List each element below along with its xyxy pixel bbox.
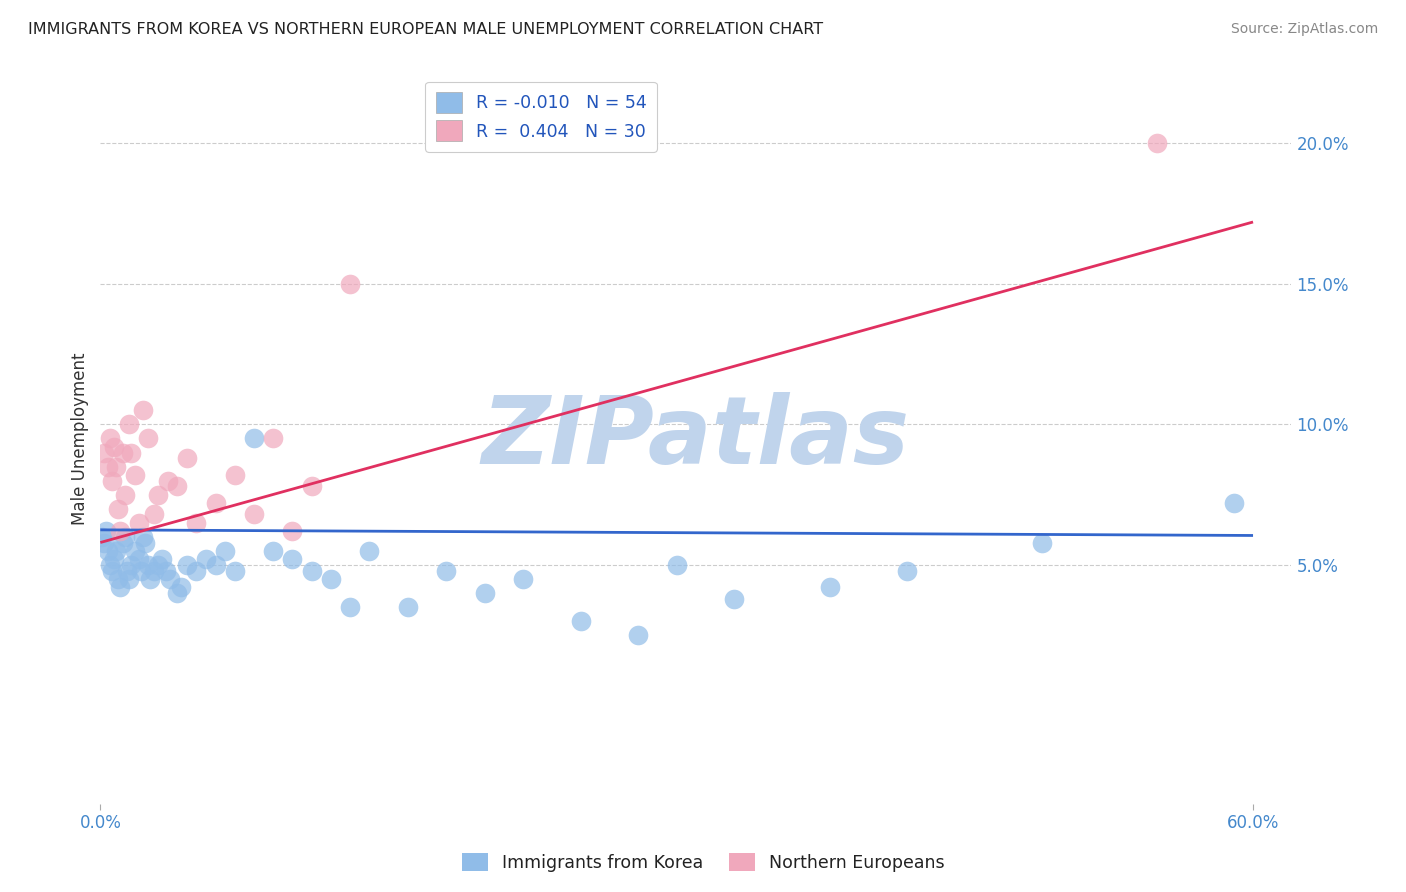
- Point: [107, 501, 129, 516]
- Point: [1031, 535, 1053, 549]
- Point: [1223, 496, 1246, 510]
- Point: [118, 417, 141, 432]
- Point: [896, 564, 918, 578]
- Point: [91, 530, 114, 544]
- Point: [569, 614, 592, 628]
- Point: [224, 564, 246, 578]
- Point: [120, 445, 142, 459]
- Point: [820, 581, 842, 595]
- Point: [155, 564, 177, 578]
- Point: [143, 508, 166, 522]
- Point: [98, 558, 121, 572]
- Point: [723, 591, 745, 606]
- Legend: Immigrants from Korea, Northern Europeans: Immigrants from Korea, Northern European…: [454, 847, 952, 879]
- Point: [120, 558, 142, 572]
- Point: [262, 544, 284, 558]
- Point: [138, 558, 160, 572]
- Point: [150, 552, 173, 566]
- Point: [138, 432, 160, 446]
- Point: [98, 432, 121, 446]
- Point: [301, 479, 323, 493]
- Point: [107, 572, 129, 586]
- Point: [176, 558, 198, 572]
- Point: [124, 468, 146, 483]
- Point: [159, 572, 181, 586]
- Point: [97, 459, 120, 474]
- Point: [131, 530, 153, 544]
- Point: [474, 586, 496, 600]
- Point: [359, 544, 381, 558]
- Point: [166, 479, 188, 493]
- Point: [93, 535, 115, 549]
- Point: [156, 474, 179, 488]
- Point: [134, 535, 156, 549]
- Point: [224, 468, 246, 483]
- Point: [301, 564, 323, 578]
- Point: [186, 564, 208, 578]
- Point: [243, 432, 266, 446]
- Point: [108, 581, 131, 595]
- Point: [434, 564, 457, 578]
- Point: [101, 474, 124, 488]
- Point: [281, 552, 304, 566]
- Point: [112, 535, 135, 549]
- Legend: R = -0.010   N = 54, R =  0.404   N = 30: R = -0.010 N = 54, R = 0.404 N = 30: [425, 82, 657, 152]
- Point: [128, 516, 150, 530]
- Point: [114, 530, 136, 544]
- Point: [665, 558, 688, 572]
- Point: [186, 516, 208, 530]
- Point: [176, 451, 198, 466]
- Point: [108, 524, 131, 539]
- Point: [204, 558, 226, 572]
- Point: [118, 572, 141, 586]
- Point: [627, 628, 650, 642]
- Point: [129, 564, 152, 578]
- Point: [143, 564, 166, 578]
- Point: [114, 488, 136, 502]
- Point: [166, 586, 188, 600]
- Point: [146, 558, 169, 572]
- Point: [204, 496, 226, 510]
- Point: [146, 488, 169, 502]
- Point: [131, 403, 153, 417]
- Point: [112, 445, 135, 459]
- Text: Source: ZipAtlas.com: Source: ZipAtlas.com: [1230, 22, 1378, 37]
- Point: [262, 432, 284, 446]
- Point: [101, 564, 124, 578]
- Point: [117, 564, 139, 578]
- Point: [97, 544, 120, 558]
- Text: ZIPatlas: ZIPatlas: [482, 392, 910, 484]
- Point: [104, 544, 127, 558]
- Point: [124, 544, 146, 558]
- Point: [1146, 136, 1168, 151]
- Point: [512, 572, 534, 586]
- Point: [103, 440, 125, 454]
- Point: [339, 277, 361, 291]
- Point: [396, 600, 419, 615]
- Point: [128, 552, 150, 566]
- Point: [104, 459, 127, 474]
- Point: [94, 524, 117, 539]
- Point: [195, 552, 218, 566]
- Point: [139, 572, 162, 586]
- Y-axis label: Male Unemployment: Male Unemployment: [72, 352, 89, 524]
- Text: IMMIGRANTS FROM KOREA VS NORTHERN EUROPEAN MALE UNEMPLOYMENT CORRELATION CHART: IMMIGRANTS FROM KOREA VS NORTHERN EUROPE…: [28, 22, 824, 37]
- Point: [170, 581, 193, 595]
- Point: [103, 552, 125, 566]
- Point: [93, 445, 115, 459]
- Point: [281, 524, 304, 539]
- Point: [339, 600, 361, 615]
- Point: [243, 508, 266, 522]
- Point: [319, 572, 342, 586]
- Point: [214, 544, 236, 558]
